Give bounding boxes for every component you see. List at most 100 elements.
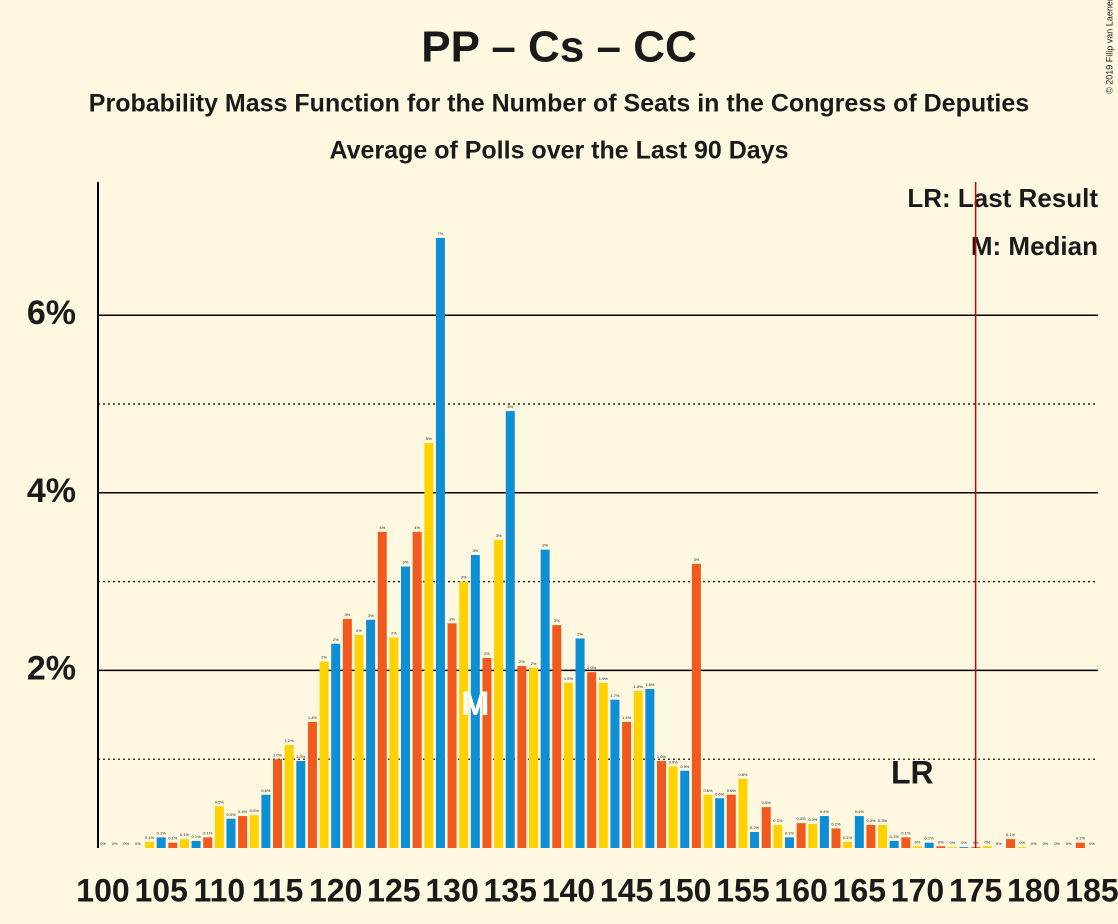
- last-result-label: LR: [891, 754, 934, 790]
- bar: [319, 661, 329, 848]
- bar: [203, 837, 213, 848]
- bar: [377, 531, 387, 848]
- value-label: 0.1%: [901, 830, 911, 835]
- x-tick-label: 150: [658, 872, 711, 908]
- bar: [296, 760, 306, 848]
- bar: [214, 806, 224, 848]
- bar: [284, 744, 294, 848]
- bar: [494, 539, 504, 848]
- value-label: 1.0%: [273, 752, 283, 757]
- value-label: 0.9%: [680, 764, 690, 769]
- bar: [831, 828, 841, 848]
- legend-entry: M: Median: [971, 231, 1098, 261]
- x-tick-label: 105: [134, 872, 187, 908]
- bar: [587, 672, 597, 848]
- value-label: 0.4%: [250, 808, 260, 813]
- value-label: 0%: [1019, 840, 1025, 845]
- value-label: 0%: [1089, 841, 1095, 846]
- value-label: 1.0%: [657, 754, 667, 759]
- value-label: 0.5%: [762, 800, 772, 805]
- bar: [633, 690, 643, 848]
- value-label: 7%: [438, 231, 444, 236]
- value-label: 0.1%: [157, 830, 167, 835]
- bar: [610, 699, 620, 848]
- value-label: 0.3%: [866, 818, 876, 823]
- bar: [819, 816, 829, 848]
- bar: [459, 581, 469, 848]
- bar: [482, 657, 492, 848]
- x-tick-label: 160: [774, 872, 827, 908]
- bar: [622, 721, 632, 848]
- y-tick-label: 6%: [27, 294, 76, 332]
- bar: [854, 816, 864, 848]
- bar: [726, 794, 736, 848]
- value-label: 0.1%: [890, 834, 900, 839]
- value-label: 3%: [368, 613, 374, 618]
- bar: [563, 682, 573, 848]
- value-label: 3%: [554, 618, 560, 623]
- x-tick-label: 125: [367, 872, 420, 908]
- x-tick-label: 130: [425, 872, 478, 908]
- value-label: 5%: [426, 436, 432, 441]
- bar: [878, 824, 888, 848]
- value-label: 1.4%: [622, 715, 632, 720]
- value-label: 3%: [496, 533, 502, 538]
- bar: [366, 619, 376, 848]
- bar: [261, 794, 271, 848]
- bar: [703, 794, 713, 848]
- bar: [273, 759, 283, 848]
- x-tick-label: 185: [1065, 872, 1118, 908]
- bar: [156, 837, 166, 848]
- bar: [738, 778, 748, 848]
- value-label: 0.2%: [831, 822, 841, 827]
- value-label: 1.2%: [285, 738, 295, 743]
- value-label: 0.1%: [1006, 832, 1016, 837]
- bar: [168, 842, 178, 848]
- bar: [575, 638, 585, 848]
- value-label: 0.1%: [1076, 836, 1086, 841]
- x-tick-label: 100: [76, 872, 129, 908]
- value-label: 0.6%: [703, 788, 713, 793]
- value-label: 3%: [344, 612, 350, 617]
- bar: [389, 637, 399, 848]
- value-label: 3%: [472, 548, 478, 553]
- value-label: 1.4%: [308, 715, 318, 720]
- bar: [249, 815, 259, 848]
- value-label: 0.1%: [180, 832, 190, 837]
- x-tick-label: 140: [542, 872, 595, 908]
- value-label: 2%: [484, 651, 490, 656]
- bar: [924, 842, 934, 848]
- x-tick-label: 110: [194, 872, 246, 908]
- value-label: 3%: [461, 575, 467, 580]
- value-label: 0.1%: [145, 835, 155, 840]
- bar: [435, 237, 445, 849]
- value-label: 0%: [1031, 841, 1037, 846]
- chart-title: PP – Cs – CC: [421, 23, 697, 72]
- value-label: 0.4%: [820, 809, 830, 814]
- value-label: 0.3%: [878, 818, 888, 823]
- median-label: M: [461, 685, 489, 723]
- bar: [226, 818, 236, 848]
- x-tick-label: 115: [252, 872, 304, 908]
- x-tick-label: 170: [891, 872, 944, 908]
- value-label: 0.1%: [843, 835, 853, 840]
- bar: [598, 682, 608, 848]
- value-label: 0%: [984, 839, 990, 844]
- value-label: 0%: [123, 841, 129, 846]
- value-label: 0.1%: [192, 834, 202, 839]
- value-label: 2%: [321, 655, 327, 660]
- value-label: 4%: [414, 525, 420, 530]
- value-label: 0.2%: [750, 825, 760, 830]
- bar: [307, 721, 317, 848]
- chart-subtitle: Average of Polls over the Last 90 Days: [330, 137, 789, 165]
- x-tick-label: 120: [309, 872, 362, 908]
- bar: [424, 443, 434, 848]
- bar: [1075, 842, 1085, 848]
- x-tick-label: 175: [949, 872, 1002, 908]
- y-tick-label: 2%: [27, 649, 76, 687]
- x-tick-label: 155: [716, 872, 769, 908]
- value-label: 3%: [403, 560, 409, 565]
- value-label: 0.1%: [925, 836, 935, 841]
